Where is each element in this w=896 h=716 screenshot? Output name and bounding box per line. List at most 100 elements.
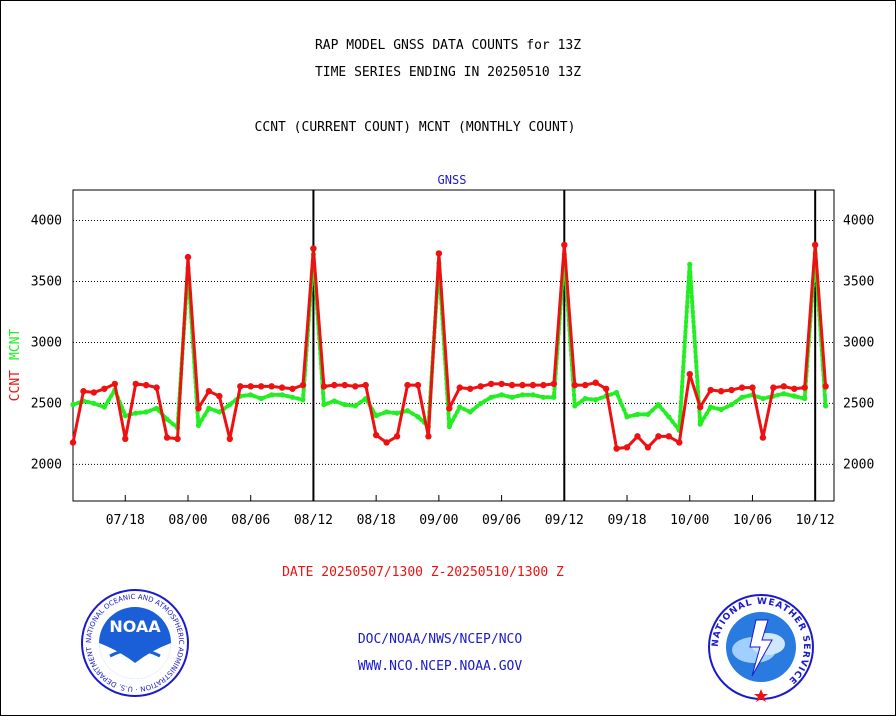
x-tick-label: 07/18	[106, 513, 145, 528]
data-point-ccnt	[268, 383, 275, 390]
data-point-mcnt	[289, 394, 296, 400]
data-point-mcnt	[530, 392, 536, 398]
data-point-ccnt	[372, 431, 380, 439]
data-point-ccnt	[352, 383, 359, 390]
data-point-ccnt	[770, 384, 777, 391]
data-point-mcnt	[498, 392, 505, 398]
x-tick-label: 08/18	[357, 513, 396, 528]
data-point-mcnt	[269, 392, 275, 398]
data-point-ccnt	[519, 381, 526, 389]
data-point-mcnt	[823, 403, 829, 409]
data-point-ccnt	[362, 381, 369, 389]
data-point-ccnt	[205, 388, 213, 395]
data-point-mcnt	[101, 404, 107, 410]
data-point-ccnt	[477, 383, 484, 390]
x-tick-label: 09/18	[607, 513, 646, 528]
data-point-ccnt	[174, 435, 181, 442]
data-point-ccnt	[446, 405, 453, 412]
y-tick-label-left: 4000	[31, 213, 62, 228]
data-point-mcnt	[624, 414, 630, 420]
data-point-ccnt	[582, 381, 589, 389]
data-point-ccnt	[153, 384, 160, 391]
data-point-mcnt	[760, 395, 766, 402]
data-point-mcnt	[634, 411, 641, 418]
data-point-mcnt	[195, 422, 202, 428]
data-point-ccnt	[561, 241, 568, 249]
data-point-mcnt	[593, 397, 599, 403]
data-point-ccnt	[550, 380, 558, 388]
data-point-mcnt	[331, 398, 337, 404]
y-tick-label-left: 3500	[31, 274, 62, 289]
data-point-mcnt	[540, 394, 546, 400]
data-point-mcnt	[708, 404, 714, 410]
data-point-ccnt	[508, 381, 516, 389]
data-point-ccnt	[299, 381, 307, 389]
data-point-ccnt	[184, 253, 192, 261]
series-layer	[69, 241, 829, 452]
y-tick-label-left: 2500	[31, 396, 62, 411]
data-point-ccnt	[257, 383, 265, 390]
data-point-ccnt	[393, 433, 401, 440]
x-tick-label: 10/06	[733, 513, 772, 528]
data-point-ccnt	[665, 433, 673, 440]
data-point-mcnt	[802, 395, 808, 402]
data-point-ccnt	[195, 405, 202, 412]
data-point-ccnt	[634, 433, 641, 440]
data-point-ccnt	[90, 389, 98, 396]
data-point-mcnt	[509, 394, 515, 400]
data-point-mcnt	[154, 405, 160, 411]
data-point-mcnt	[373, 413, 379, 419]
data-point-mcnt	[279, 392, 285, 398]
data-point-mcnt	[781, 391, 787, 397]
data-point-ccnt	[69, 439, 77, 446]
data-point-ccnt	[592, 379, 599, 386]
data-point-mcnt	[404, 408, 411, 414]
data-point-ccnt	[331, 381, 338, 389]
data-point-mcnt	[478, 400, 484, 407]
data-point-ccnt	[341, 381, 348, 389]
data-point-ccnt	[655, 433, 662, 440]
noaa-logo: NATIONAL OCEANIC AND ATMOSPHERIC ADMINIS…	[80, 588, 189, 697]
data-point-mcnt	[91, 400, 97, 407]
credit-org: DOC/NOAA/NWS/NCEP/NCO	[357, 632, 523, 647]
x-tick-label: 09/12	[545, 513, 584, 528]
data-point-mcnt	[446, 424, 452, 430]
data-point-mcnt	[206, 405, 212, 411]
data-point-ccnt	[602, 385, 610, 392]
data-point-ccnt	[707, 386, 714, 394]
data-point-ccnt	[613, 445, 620, 452]
credit-url: WWW.NCO.NCEP.NOAA.GOV	[357, 659, 523, 674]
data-point-mcnt	[70, 402, 76, 408]
data-point-ccnt	[623, 444, 631, 451]
y-axis-label-mcnt: MCNT	[8, 329, 23, 360]
x-tick-label: 09/00	[419, 513, 458, 528]
data-point-mcnt	[687, 261, 693, 267]
axes	[72, 189, 835, 502]
data-point-ccnt	[310, 245, 317, 252]
y-axis-label-ccnt: CCNT	[8, 370, 23, 401]
data-point-ccnt	[111, 380, 119, 388]
y-tick-label-right: 4000	[843, 213, 874, 228]
x-tick-label: 10/12	[796, 513, 835, 528]
data-point-ccnt	[80, 388, 87, 395]
data-point-mcnt	[227, 402, 233, 408]
y-tick-label-right: 2000	[843, 457, 874, 472]
data-point-ccnt	[163, 434, 171, 441]
data-point-mcnt	[467, 409, 473, 415]
data-point-ccnt	[226, 435, 233, 442]
data-point-mcnt	[728, 402, 735, 408]
data-point-ccnt	[132, 380, 139, 388]
data-point-ccnt	[717, 388, 725, 395]
data-point-ccnt	[811, 241, 819, 249]
data-point-mcnt	[342, 402, 348, 408]
data-point-ccnt	[540, 381, 547, 389]
data-point-ccnt	[738, 384, 746, 391]
chart-title: RAP MODEL GNSS DATA COUNTS for 13Z	[314, 38, 582, 53]
data-point-mcnt	[258, 395, 264, 402]
nws-logo: NATIONAL WEATHER SERVICE	[708, 594, 814, 702]
data-point-mcnt	[572, 403, 578, 409]
data-point-mcnt	[655, 402, 661, 408]
data-point-mcnt	[300, 397, 306, 403]
data-point-mcnt	[415, 414, 421, 420]
chart-legend-caption: CCNT (CURRENT COUNT) MCNT (MONTHLY COUNT…	[254, 120, 576, 135]
